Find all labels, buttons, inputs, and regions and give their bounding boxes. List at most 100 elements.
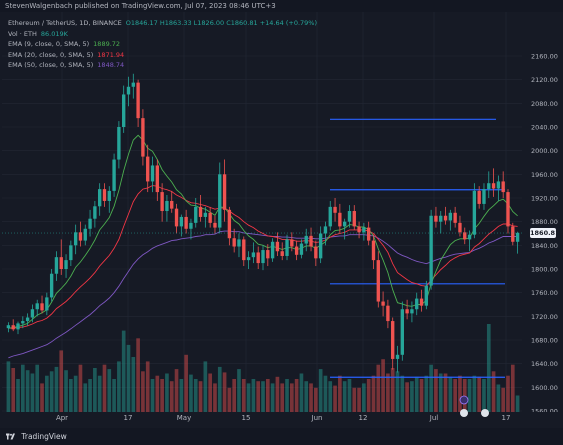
us-flag-event-icon [481, 409, 489, 417]
candle-body [482, 189, 486, 204]
footer-bar: TradingView [0, 428, 563, 445]
tradingview-logo-icon [6, 433, 15, 440]
volume-bar [318, 369, 323, 412]
price-tick-label: 2120.00 [531, 76, 558, 84]
candle-body [146, 156, 150, 182]
volume-bar [126, 344, 131, 412]
volume-bar [314, 387, 318, 412]
volume-bar [145, 361, 150, 412]
price-chart[interactable]: 2160.00 2120.00 2080.00 2040.00 2000.00 1960.… [0, 12, 563, 428]
candle-body [419, 298, 424, 306]
candle-body [122, 94, 126, 127]
candle-body [218, 174, 222, 228]
volume-bar [424, 375, 429, 412]
time-tick-label: 12 [359, 414, 368, 422]
current-price-label: 1860.81 [530, 228, 560, 239]
volume-bar [184, 354, 188, 412]
price-tick-label: 1920.00 [531, 195, 558, 203]
candle-body [275, 241, 280, 252]
volume-bar [338, 375, 342, 412]
volume-bar [443, 373, 448, 412]
volume-bar [237, 369, 241, 412]
time-tick-label: 17 [124, 414, 133, 422]
volume-bar [342, 381, 347, 412]
legend-vol-label: Vol · ETH [8, 29, 37, 38]
volume-bar [165, 373, 169, 412]
candle-body [415, 298, 419, 310]
legend-vol-row: Vol · ETH 86.019K [8, 29, 317, 40]
volume-bar [400, 375, 405, 412]
candle-body [141, 118, 145, 157]
volume-bar [371, 375, 376, 412]
candle-body [232, 238, 236, 247]
volume-bar [20, 364, 25, 412]
publisher-bar: StevenWalgenbach published on TradingVie… [0, 0, 563, 12]
candle-body [97, 189, 102, 207]
volume-bar [208, 373, 212, 412]
candle-body [131, 82, 135, 87]
candle-body [35, 303, 39, 310]
volume-bar [289, 383, 294, 412]
candle-body [434, 215, 438, 222]
candle-body [323, 226, 328, 234]
candle-body [367, 227, 371, 241]
candle-body [237, 239, 241, 247]
price-tick-label: 1560.00 [531, 408, 558, 416]
volume-bar [491, 371, 496, 412]
volume-bar [40, 383, 44, 412]
candle-body [6, 325, 11, 329]
volume-bar [6, 361, 11, 412]
candle-body [491, 183, 496, 189]
volume-bar [150, 379, 155, 412]
volume-bar [160, 379, 164, 412]
volume-bar [376, 364, 381, 412]
candle-body [170, 200, 174, 209]
candle-body [16, 323, 20, 330]
price-axis-panel [523, 12, 563, 428]
volume-bar [222, 372, 227, 412]
candle-body [357, 226, 361, 233]
candle-body [429, 215, 433, 286]
candle-body [150, 165, 155, 182]
chart-area[interactable]: 2160.00 2120.00 2080.00 2040.00 2000.00 1960.… [0, 12, 563, 428]
time-tick-label: Jun [311, 414, 323, 422]
volume-bar [45, 375, 49, 412]
volume-bar [73, 375, 78, 412]
us-flag-event-icon [460, 409, 468, 417]
volume-bar [131, 357, 136, 412]
candle-body [270, 241, 275, 259]
candle-body [93, 206, 97, 219]
candle-body [45, 297, 49, 311]
volume-bar [54, 366, 59, 412]
volume-bar [506, 375, 510, 412]
candle-body [443, 215, 448, 221]
price-tick-label: 1640.00 [531, 360, 558, 368]
volume-bar [304, 381, 309, 412]
candle-body [467, 234, 472, 240]
price-tick-label: 1600.00 [531, 384, 558, 392]
candle-body [242, 239, 246, 261]
time-tick-label: 17 [502, 414, 511, 422]
candle-body [439, 215, 443, 222]
candle-body [213, 222, 217, 228]
volume-bar [117, 361, 121, 412]
volume-bar [419, 379, 424, 412]
volume-bar [438, 373, 443, 412]
candle-body [405, 309, 409, 314]
volume-bar [35, 364, 40, 412]
candle-body [318, 233, 323, 259]
candle-body [410, 309, 414, 314]
volume-bar [352, 387, 357, 412]
candle-body [376, 260, 380, 302]
candle-body [227, 209, 232, 239]
volume-bar [496, 384, 501, 412]
candle-body [184, 216, 188, 229]
price-tick-label: 2160.00 [531, 53, 558, 61]
candle-body [333, 206, 337, 213]
volume-bar [362, 383, 366, 412]
volume-bar [246, 383, 251, 412]
candle-body [64, 260, 68, 269]
price-tick-label: 1840.00 [531, 242, 558, 250]
candle-body [21, 321, 25, 324]
candle-body [511, 226, 515, 242]
